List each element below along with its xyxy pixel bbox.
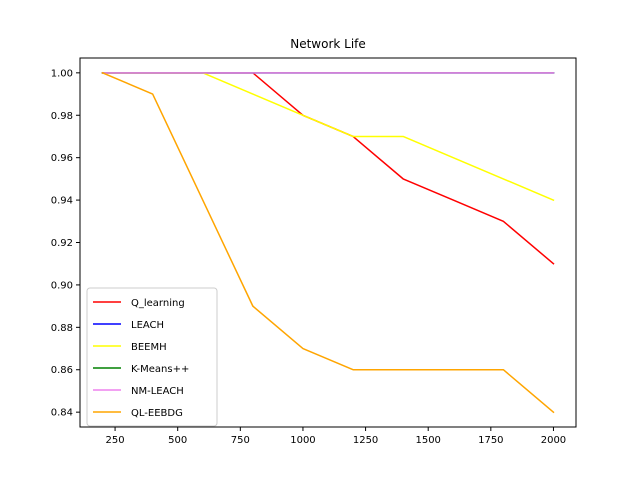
y-tick-label: 0.84 bbox=[51, 408, 73, 419]
legend-label: QL-EEBDG bbox=[131, 408, 183, 419]
legend-label: LEACH bbox=[131, 320, 164, 331]
x-tick-label: 750 bbox=[231, 435, 250, 446]
y-tick-label: 0.86 bbox=[51, 365, 73, 376]
legend-label: Q_learning bbox=[131, 298, 185, 309]
y-tick-label: 0.98 bbox=[51, 111, 73, 122]
legend-box bbox=[86, 287, 218, 427]
x-tick-label: 1000 bbox=[290, 435, 315, 446]
x-tick-label: 2000 bbox=[541, 435, 566, 446]
x-tick-label: 1250 bbox=[353, 435, 378, 446]
y-tick-label: 0.94 bbox=[51, 196, 73, 207]
axes-frame bbox=[79, 57, 577, 428]
chart-title: Network Life bbox=[290, 37, 366, 51]
y-axis: 0.84 0.86 0.88 0.90 0.92 0.94 0.96 0.98 1.00 bbox=[51, 68, 80, 419]
y-tick-label: 0.96 bbox=[51, 153, 73, 164]
x-tick-label: 500 bbox=[168, 435, 187, 446]
series-line-ql-eebdg bbox=[101, 71, 555, 414]
y-tick-label: 0.88 bbox=[51, 323, 73, 334]
x-tick-label: 1750 bbox=[478, 435, 503, 446]
x-tick-label: 1500 bbox=[415, 435, 440, 446]
y-tick-label: 0.90 bbox=[51, 280, 73, 291]
x-axis: 250 500 750 1000 1250 1500 1750 2000 bbox=[106, 427, 566, 446]
legend-label: BEEMH bbox=[131, 342, 167, 353]
series-lines bbox=[101, 71, 555, 414]
y-tick-label: 0.92 bbox=[51, 238, 73, 249]
x-tick-label: 250 bbox=[106, 435, 125, 446]
y-tick-label: 1.00 bbox=[51, 68, 73, 79]
legend-label: K-Means++ bbox=[131, 364, 189, 375]
legend-label: NM-LEACH bbox=[131, 386, 184, 397]
legend: Q_learning LEACH BEEMH K-Means++ NM-LEACH QL-… bbox=[86, 287, 218, 427]
